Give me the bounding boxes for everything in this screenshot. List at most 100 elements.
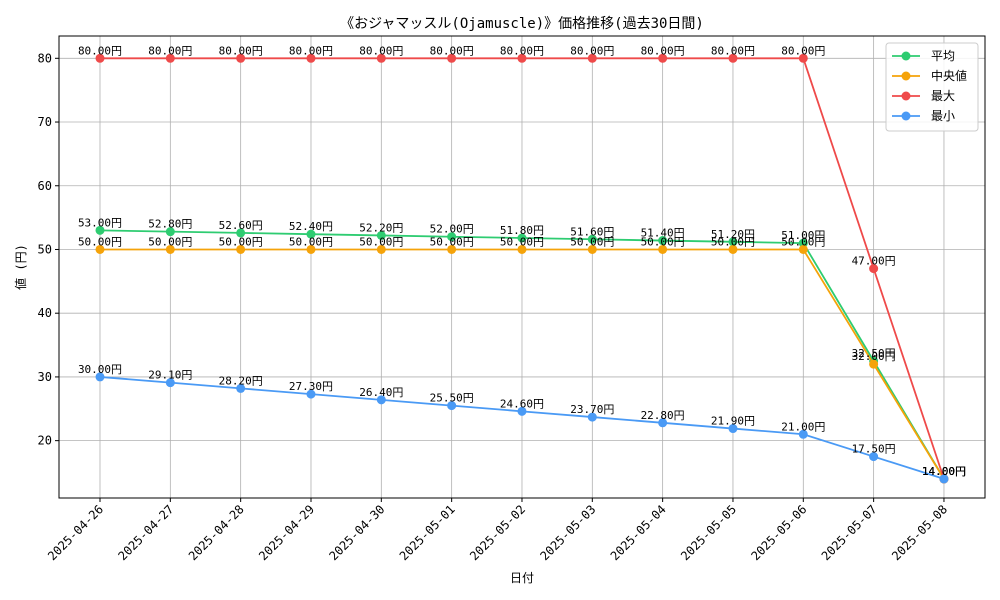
data-label: 23.70円	[570, 403, 614, 416]
data-label: 50.00円	[570, 235, 614, 248]
data-label: 52.00円	[430, 223, 474, 236]
data-point[interactable]	[376, 395, 386, 405]
data-point[interactable]	[376, 53, 386, 63]
data-point[interactable]	[517, 233, 527, 243]
data-point[interactable]	[587, 53, 597, 63]
data-point[interactable]	[587, 412, 597, 422]
data-label: 80.00円	[711, 44, 755, 57]
data-label: 53.00円	[78, 216, 122, 229]
series-layer	[95, 53, 949, 484]
data-point[interactable]	[236, 53, 246, 63]
legend-marker	[901, 91, 911, 101]
data-point[interactable]	[376, 244, 386, 254]
data-point[interactable]	[517, 406, 527, 416]
data-point[interactable]	[165, 227, 175, 237]
data-label: 80.00円	[219, 44, 263, 57]
data-label: 26.40円	[359, 386, 403, 399]
data-label: 29.10円	[148, 369, 192, 382]
data-label: 50.00円	[781, 235, 825, 248]
data-point[interactable]	[376, 230, 386, 240]
data-point[interactable]	[587, 244, 597, 254]
data-point[interactable]	[236, 383, 246, 393]
data-point[interactable]	[95, 372, 105, 382]
data-label: 51.80円	[500, 224, 544, 237]
data-point[interactable]	[728, 424, 738, 434]
data-label: 50.00円	[78, 235, 122, 248]
data-label: 47.00円	[852, 255, 896, 268]
y-tick-label: 70	[38, 115, 52, 129]
data-label: 21.00円	[781, 420, 825, 433]
series-1	[95, 244, 949, 484]
data-label: 50.00円	[148, 235, 192, 248]
data-label-layer: 53.00円 52.80円 52.60円 52.40円 52.20円 52.00円 51.8…	[78, 44, 966, 478]
data-point[interactable]	[306, 389, 316, 399]
data-point[interactable]	[728, 244, 738, 254]
data-point[interactable]	[517, 53, 527, 63]
data-label: 80.00円	[570, 44, 614, 57]
data-point[interactable]	[798, 53, 808, 63]
legend-marker	[901, 111, 911, 121]
data-point[interactable]	[447, 53, 457, 63]
y-tick-label: 60	[38, 179, 52, 193]
y-tick-label: 40	[38, 306, 52, 320]
data-label: 14.00円	[922, 465, 966, 478]
data-label: 50.00円	[711, 235, 755, 248]
data-point[interactable]	[869, 359, 879, 369]
data-point[interactable]	[165, 244, 175, 254]
data-point[interactable]	[447, 244, 457, 254]
data-point[interactable]	[236, 244, 246, 254]
data-label: 50.00円	[500, 235, 544, 248]
data-label: 28.20円	[219, 374, 263, 387]
data-point[interactable]	[798, 429, 808, 439]
y-axis-label: 値 (円)	[13, 244, 28, 290]
x-axis-label: 日付	[510, 571, 534, 585]
y-tick-label: 30	[38, 370, 52, 384]
y-tick-layer: 20 30 40 50 60 70 80	[38, 51, 59, 448]
legend-label: 中央値	[931, 68, 967, 83]
data-label: 52.60円	[219, 219, 263, 232]
data-label: 80.00円	[781, 44, 825, 57]
data-point[interactable]	[95, 53, 105, 63]
data-label: 50.00円	[289, 235, 333, 248]
data-point[interactable]	[798, 244, 808, 254]
data-label: 80.00円	[641, 44, 685, 57]
data-label: 14.00円	[922, 465, 966, 478]
data-point[interactable]	[95, 244, 105, 254]
legend-marker	[901, 51, 911, 61]
data-point[interactable]	[869, 264, 879, 274]
data-point[interactable]	[447, 401, 457, 411]
legend-label: 最小	[931, 109, 955, 123]
data-point[interactable]	[939, 474, 949, 484]
data-point[interactable]	[658, 53, 668, 63]
data-point[interactable]	[236, 228, 246, 238]
data-point[interactable]	[165, 378, 175, 388]
data-point[interactable]	[306, 244, 316, 254]
data-label: 51.00円	[781, 229, 825, 242]
data-label: 52.80円	[148, 218, 192, 231]
data-point[interactable]	[95, 225, 105, 235]
data-point[interactable]	[517, 244, 527, 254]
data-point[interactable]	[658, 418, 668, 428]
data-label: 14.00円	[922, 465, 966, 478]
data-point[interactable]	[798, 238, 808, 248]
data-point[interactable]	[658, 244, 668, 254]
legend-label: 平均	[931, 49, 955, 63]
data-point[interactable]	[728, 53, 738, 63]
data-label: 51.60円	[570, 225, 614, 238]
data-point[interactable]	[165, 53, 175, 63]
data-point[interactable]	[869, 452, 879, 462]
data-point[interactable]	[728, 237, 738, 247]
legend-label: 最大	[931, 89, 955, 103]
data-point[interactable]	[306, 53, 316, 63]
data-label: 50.00円	[430, 235, 474, 248]
data-point[interactable]	[658, 236, 668, 246]
data-point[interactable]	[306, 229, 316, 239]
data-point[interactable]	[447, 232, 457, 242]
y-tick-label: 80	[38, 51, 52, 65]
series-0	[95, 225, 949, 484]
data-point[interactable]	[587, 234, 597, 244]
data-label: 52.20円	[359, 221, 403, 234]
